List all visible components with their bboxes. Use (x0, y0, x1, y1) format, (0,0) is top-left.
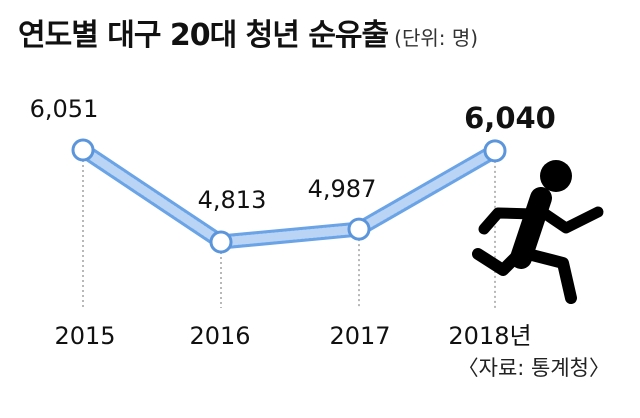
value-label: 6,051 (30, 95, 99, 123)
x-tick-label: 2015 (54, 322, 115, 350)
value-labels: 6,051 4,813 4,987 6,040 (30, 95, 556, 214)
series-line-inner (78, 145, 500, 247)
data-markers (71, 138, 507, 254)
x-tick-label: 2016 (189, 322, 250, 350)
drop-lines (82, 160, 496, 308)
x-tick-label: 2018년 (448, 322, 531, 350)
value-label: 6,040 (464, 101, 556, 135)
series-line (75, 142, 503, 250)
value-label: 4,987 (308, 175, 377, 203)
unit-label: (단위: 명) (394, 26, 479, 50)
running-person-icon (472, 160, 604, 304)
x-tick-labels: 2015 2016 2017 2018년 (54, 322, 531, 350)
data-point (483, 139, 507, 163)
value-label: 4,813 (198, 186, 267, 214)
x-tick-label: 2017 (329, 322, 390, 350)
chart-title-text: 연도별 대구 20대 청년 순유출 (18, 18, 389, 53)
source-note: 〈자료: 통계청〉 (457, 356, 610, 380)
chart-title: 연도별 대구 20대 청년 순유출 (단위: 명) (18, 10, 478, 54)
data-point (347, 217, 371, 241)
data-point (209, 230, 233, 254)
data-point (71, 138, 95, 162)
